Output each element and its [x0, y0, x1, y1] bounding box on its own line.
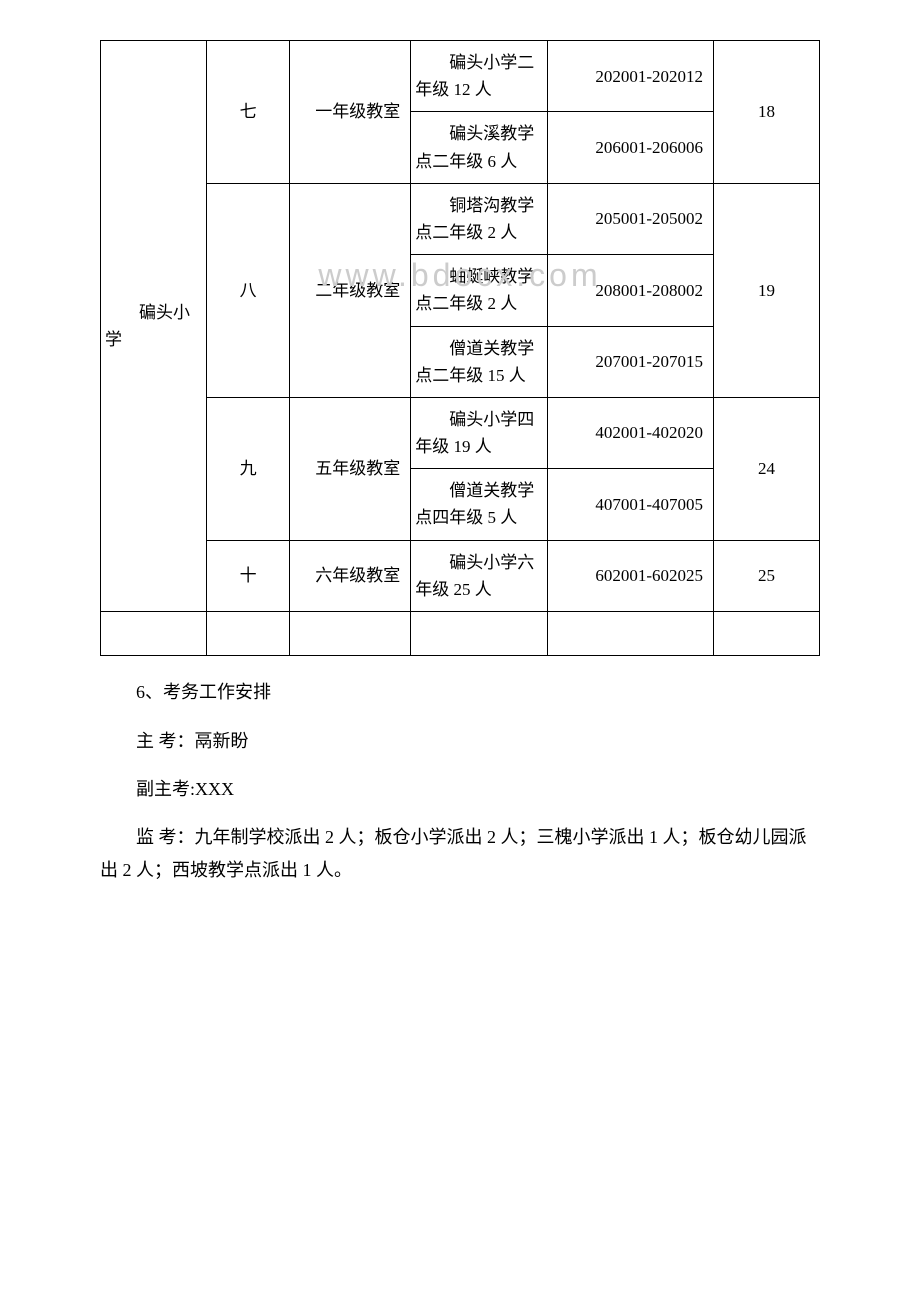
- id-range-cell: 208001-208002: [547, 255, 714, 326]
- empty-cell: [290, 612, 411, 656]
- id-range-cell: 407001-407005: [547, 469, 714, 540]
- id-range-cell: 207001-207015: [547, 326, 714, 397]
- grade-info-cell: 蚰蜒峡教学点二年级 2 人: [411, 255, 547, 326]
- table-row: 十 六年级教室 碥头小学六年级 25 人 602001-602025 25: [101, 540, 820, 611]
- room-num-cell: 十: [206, 540, 289, 611]
- table-row: 九 五年级教室 碥头小学四年级 19 人 402001-402020 24: [101, 397, 820, 468]
- id-range-cell: 402001-402020: [547, 397, 714, 468]
- total-cell: 18: [714, 41, 820, 184]
- school-name-cell: 碥头小学: [101, 41, 207, 612]
- grade-info-cell: 碥头溪教学点二年级 6 人: [411, 112, 547, 183]
- room-num-cell: 九: [206, 397, 289, 540]
- room-name-cell: 一年级教室: [290, 41, 411, 184]
- id-range-cell: 602001-602025: [547, 540, 714, 611]
- empty-cell: [101, 612, 207, 656]
- grade-info-cell: 僧道关教学点四年级 5 人: [411, 469, 547, 540]
- room-name-cell: 五年级教室: [290, 397, 411, 540]
- total-cell: 25: [714, 540, 820, 611]
- id-range-cell: 205001-205002: [547, 183, 714, 254]
- table-row: 碥头小学 七 一年级教室 碥头小学二年级 12 人 202001-202012 …: [101, 41, 820, 112]
- grade-info-cell: 僧道关教学点二年级 15 人: [411, 326, 547, 397]
- exam-room-table: 碥头小学 七 一年级教室 碥头小学二年级 12 人 202001-202012 …: [100, 40, 820, 656]
- grade-info-cell: 碥头小学六年级 25 人: [411, 540, 547, 611]
- room-num-cell: 八: [206, 183, 289, 397]
- id-range-cell: 206001-206006: [547, 112, 714, 183]
- total-cell: 24: [714, 397, 820, 540]
- total-cell: 19: [714, 183, 820, 397]
- room-name-cell: 二年级教室: [290, 183, 411, 397]
- empty-cell: [547, 612, 714, 656]
- grade-info-cell: 铜塔沟教学点二年级 2 人: [411, 183, 547, 254]
- table-row: 八 二年级教室 铜塔沟教学点二年级 2 人 205001-205002 19: [101, 183, 820, 254]
- table-row-empty: [101, 612, 820, 656]
- paragraph-deputy: 副主考:XXX: [100, 773, 820, 805]
- content-section: 6、考务工作安排 主 考：鬲新盼 副主考:XXX 监 考：九年制学校派出 2 人…: [100, 676, 820, 886]
- empty-cell: [714, 612, 820, 656]
- room-name-cell: 六年级教室: [290, 540, 411, 611]
- empty-cell: [411, 612, 547, 656]
- paragraph-arrangement: 6、考务工作安排: [100, 676, 820, 708]
- grade-info-cell: 碥头小学四年级 19 人: [411, 397, 547, 468]
- empty-cell: [206, 612, 289, 656]
- room-num-cell: 七: [206, 41, 289, 184]
- paragraph-invigilators: 监 考：九年制学校派出 2 人；板仓小学派出 2 人；三槐小学派出 1 人；板仓…: [100, 821, 820, 886]
- grade-info-cell: 碥头小学二年级 12 人: [411, 41, 547, 112]
- id-range-cell: 202001-202012: [547, 41, 714, 112]
- paragraph-chief: 主 考：鬲新盼: [100, 725, 820, 757]
